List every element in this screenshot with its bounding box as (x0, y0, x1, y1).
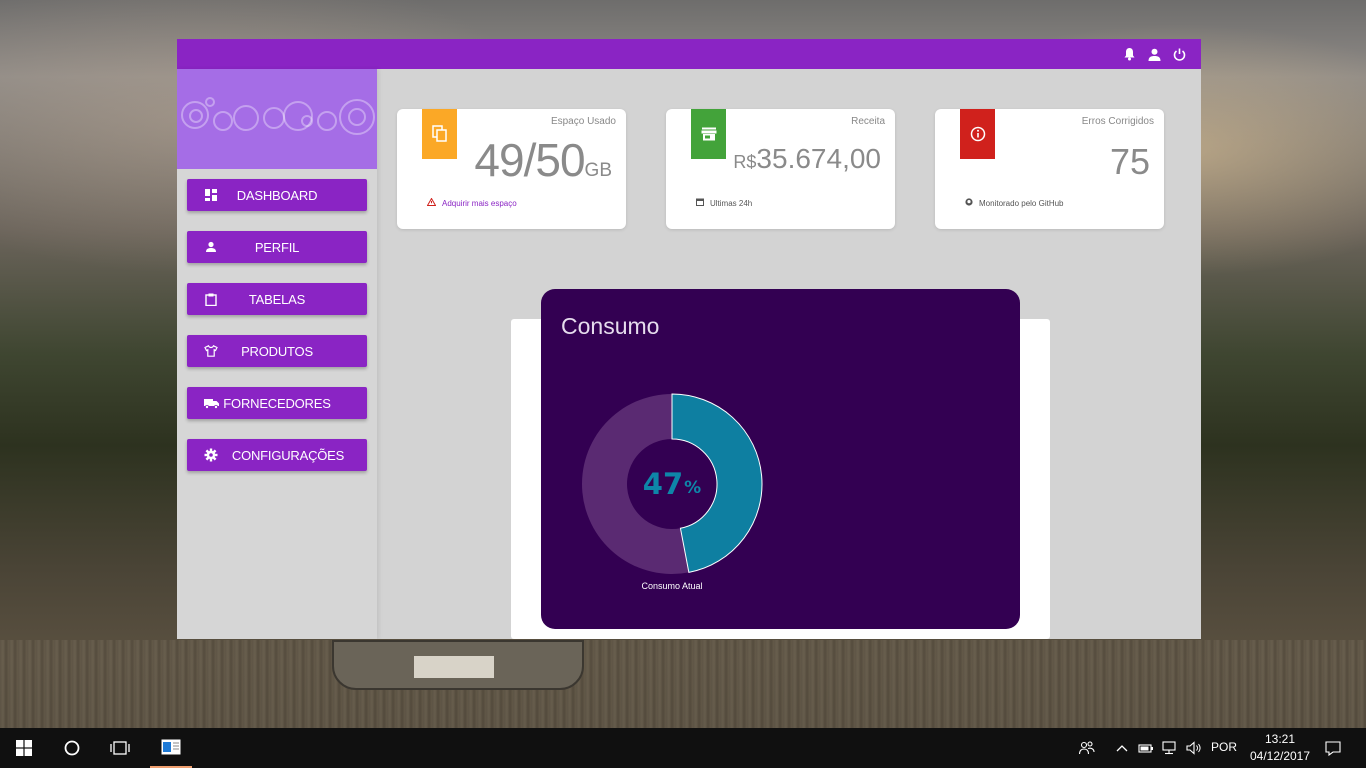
card-footer: Ultimas 24h (696, 198, 752, 208)
store-icon (691, 109, 726, 159)
bell-icon[interactable] (1122, 47, 1137, 62)
card-title: Erros Corrigidos (1081, 116, 1154, 127)
user-icon[interactable] (1147, 47, 1162, 62)
car-plate (414, 656, 494, 678)
taskbar: POR 13:21 04/12/2017 (0, 728, 1366, 768)
card-value-prefix: R$ (733, 152, 757, 172)
warning-icon (426, 197, 437, 208)
card-value-unit: GB (584, 160, 612, 181)
network-icon[interactable] (1159, 728, 1181, 768)
sidebar-item-produtos[interactable]: PRODUTOS (187, 335, 367, 367)
power-icon[interactable] (1172, 47, 1187, 62)
windows-start-button[interactable] (0, 728, 48, 768)
input-language[interactable]: POR (1210, 740, 1237, 754)
clipboard-icon (203, 291, 219, 307)
calendar-icon (696, 198, 704, 208)
donut-svg (582, 393, 763, 574)
wallpaper-car (332, 640, 584, 690)
task-view-icon (110, 741, 130, 755)
person-icon (203, 239, 219, 255)
donut-slice-consumo-atual (671, 393, 763, 573)
truck-icon (203, 395, 219, 411)
consumo-donut-chart: 47 % (581, 393, 763, 575)
card-title: Receita (851, 116, 885, 127)
sidebar-item-tabelas[interactable]: TABELAS (187, 283, 367, 315)
sidebar-item-configuracoes[interactable]: CONFIGURAÇÕES (187, 439, 367, 471)
windows-icon (16, 740, 32, 756)
sidebar-item-dashboard[interactable]: DASHBOARD (187, 179, 367, 211)
card-value: 75 (1110, 141, 1150, 183)
github-icon (965, 198, 973, 208)
shirt-icon (203, 343, 219, 359)
copy-icon (422, 109, 457, 159)
card-value-number: 35.674,00 (756, 143, 881, 174)
donut-label: Consumo Atual (641, 581, 703, 591)
consumo-title: Consumo (561, 313, 660, 339)
acquire-space-link[interactable]: Adquirir mais espaço (442, 198, 517, 208)
sidebar-menu: DASHBOARD PERFIL TABELAS PRODUTOS (177, 169, 377, 471)
chevron-up-icon[interactable] (1112, 728, 1132, 768)
card-value-number: 49/50 (474, 134, 585, 186)
wallpaper-ground (0, 640, 1366, 728)
card-espaco-usado: Espaço Usado 49/50 GB Adquirir mais espa… (397, 109, 626, 229)
gear-icon (203, 447, 219, 463)
card-footer-text: Ultimas 24h (710, 198, 753, 208)
task-view-button[interactable] (96, 728, 144, 768)
consumo-panel: Consumo 47 % Consumo Atual (541, 289, 1020, 629)
card-title: Espaço Usado (550, 116, 616, 127)
taskbar-app-window[interactable] (150, 728, 192, 768)
card-value: 49/50 GB (474, 133, 612, 187)
card-erros-corrigidos: Erros Corrigidos 75 Monitorado pelo GitH… (935, 109, 1164, 229)
card-footer[interactable]: Adquirir mais espaço (426, 197, 517, 208)
donut-percent-sign: % (684, 478, 702, 498)
sidebar-item-fornecedores[interactable]: FORNECEDORES (187, 387, 367, 419)
clock-date[interactable]: 04/12/2017 (1249, 749, 1311, 763)
sidebar-item-perfil[interactable]: PERFIL (187, 231, 367, 263)
card-value-number: 75 (1109, 141, 1150, 182)
app-window: DASHBOARD PERFIL TABELAS PRODUTOS (177, 39, 1201, 639)
battery-icon[interactable] (1135, 728, 1157, 768)
card-footer-text: Monitorado pelo GitHub (979, 198, 1064, 208)
dashboard-icon (203, 187, 219, 203)
donut-center: 47 % (581, 393, 763, 575)
top-bar (177, 39, 1201, 69)
cortana-button[interactable] (48, 728, 96, 768)
card-footer: Monitorado pelo GitHub (965, 198, 1064, 208)
sidebar: DASHBOARD PERFIL TABELAS PRODUTOS (177, 69, 377, 639)
people-icon[interactable] (1074, 728, 1100, 768)
clock-time[interactable]: 13:21 (1264, 732, 1296, 746)
cortana-icon (64, 740, 80, 756)
card-receita: Receita R$ 35.674,00 Ultimas 24h (666, 109, 895, 229)
donut-slice-remaining (582, 394, 689, 574)
volume-icon[interactable] (1183, 728, 1205, 768)
donut-percent-value: 47 (642, 467, 684, 501)
card-value: R$ 35.674,00 (733, 143, 881, 175)
notifications-icon[interactable] (1318, 728, 1348, 768)
info-icon (960, 109, 995, 159)
app-window-icon (161, 739, 181, 755)
sidebar-banner (177, 69, 377, 169)
